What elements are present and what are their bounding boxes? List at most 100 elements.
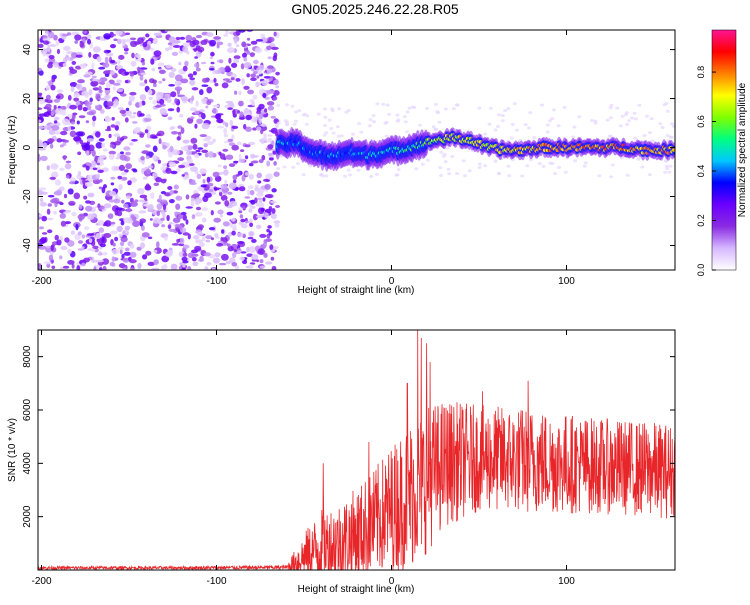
- noise-cell: [261, 80, 269, 86]
- noise-cell: [294, 110, 298, 114]
- noise-cell: [170, 91, 177, 98]
- noise-cell: [160, 265, 166, 270]
- noise-cell: [185, 219, 189, 225]
- noise-cell: [132, 169, 138, 173]
- noise-cell: [271, 208, 276, 214]
- noise-cell: [197, 232, 204, 236]
- noise-cell: [637, 103, 642, 107]
- noise-cell: [258, 103, 265, 110]
- noise-cell: [649, 117, 654, 121]
- noise-cell: [130, 60, 137, 67]
- noise-cell: [483, 132, 488, 136]
- noise-cell: [265, 261, 273, 265]
- noise-cell: [242, 52, 247, 58]
- noise-cell: [40, 197, 44, 203]
- noise-cell: [550, 117, 555, 121]
- noise-cell: [227, 246, 234, 252]
- noise-cell: [194, 110, 200, 115]
- noise-cell: [92, 167, 98, 171]
- noise-cell: [245, 155, 249, 160]
- noise-cell: [441, 154, 446, 158]
- noise-cell: [443, 160, 448, 164]
- noise-cell: [244, 220, 250, 224]
- noise-cell: [49, 44, 57, 47]
- noise-cell: [121, 253, 125, 259]
- noise-cell: [50, 111, 55, 116]
- noise-cell: [244, 196, 251, 199]
- noise-cell: [545, 123, 550, 127]
- noise-cell: [221, 82, 229, 89]
- noise-cell: [196, 173, 202, 179]
- noise-cell: [38, 189, 44, 196]
- noise-cell: [137, 187, 145, 195]
- noise-cell: [73, 136, 82, 142]
- noise-cell: [198, 258, 204, 262]
- noise-cell: [199, 168, 207, 175]
- noise-cell: [85, 200, 91, 204]
- noise-cell: [101, 142, 106, 148]
- noise-cell: [148, 96, 153, 100]
- noise-cell: [187, 252, 195, 259]
- noise-cell: [233, 58, 240, 64]
- noise-cell: [266, 194, 274, 199]
- noise-cell: [91, 248, 96, 252]
- noise-cell: [174, 211, 179, 215]
- noise-cell: [73, 97, 80, 102]
- noise-cell: [246, 73, 250, 78]
- noise-cell: [71, 60, 77, 65]
- noise-cell: [191, 257, 197, 262]
- noise-cell: [217, 125, 225, 129]
- noise-cell: [94, 155, 98, 162]
- noise-cell: [337, 107, 342, 111]
- noise-cell: [239, 214, 244, 219]
- noise-cell: [102, 62, 110, 68]
- noise-cell: [47, 229, 53, 234]
- noise-cell: [223, 165, 228, 170]
- noise-cell: [323, 115, 328, 119]
- noise-cell: [118, 263, 126, 269]
- noise-cell: [461, 159, 466, 163]
- noise-cell: [553, 172, 558, 175]
- noise-cell: [122, 267, 127, 270]
- noise-cell: [153, 32, 162, 36]
- noise-cell: [263, 212, 269, 219]
- noise-cell: [79, 63, 87, 69]
- noise-cell: [97, 169, 104, 173]
- noise-cell: [99, 109, 105, 114]
- noise-cell: [477, 106, 482, 110]
- noise-cell: [56, 48, 61, 55]
- noise-cell: [153, 182, 160, 186]
- noise-cell: [47, 194, 55, 198]
- noise-cell: [145, 155, 150, 160]
- noise-cell: [206, 99, 212, 106]
- noise-cell: [630, 116, 634, 120]
- noise-cell: [259, 233, 267, 238]
- noise-cell: [166, 97, 172, 103]
- noise-cell: [418, 123, 423, 127]
- snr-y-ticks: 2000 4000 6000 8000: [22, 345, 675, 528]
- noise-cell: [447, 172, 452, 176]
- noise-cell: [266, 89, 275, 94]
- noise-cell: [143, 203, 149, 207]
- noise-cell: [527, 126, 531, 130]
- noise-cell: [156, 241, 160, 248]
- noise-cell: [572, 125, 577, 129]
- noise-cell: [75, 54, 83, 58]
- colorbar-tick-label: 0.6: [696, 115, 706, 128]
- noise-cell: [195, 51, 202, 58]
- noise-cell: [162, 203, 167, 211]
- noise-cell: [64, 139, 69, 143]
- noise-cell: [171, 67, 177, 72]
- y-tick-label: -40: [22, 238, 33, 253]
- y-tick-label: 40: [22, 44, 33, 56]
- y-tick-label: 8000: [22, 345, 33, 368]
- noise-cell: [276, 121, 281, 125]
- noise-cell: [119, 154, 127, 161]
- noise-cell: [221, 229, 225, 234]
- noise-cell: [177, 125, 183, 129]
- noise-cell: [171, 131, 179, 135]
- noise-cell: [166, 214, 170, 222]
- noise-cell: [132, 112, 137, 115]
- noise-cell: [167, 108, 175, 112]
- noise-cell: [40, 155, 48, 162]
